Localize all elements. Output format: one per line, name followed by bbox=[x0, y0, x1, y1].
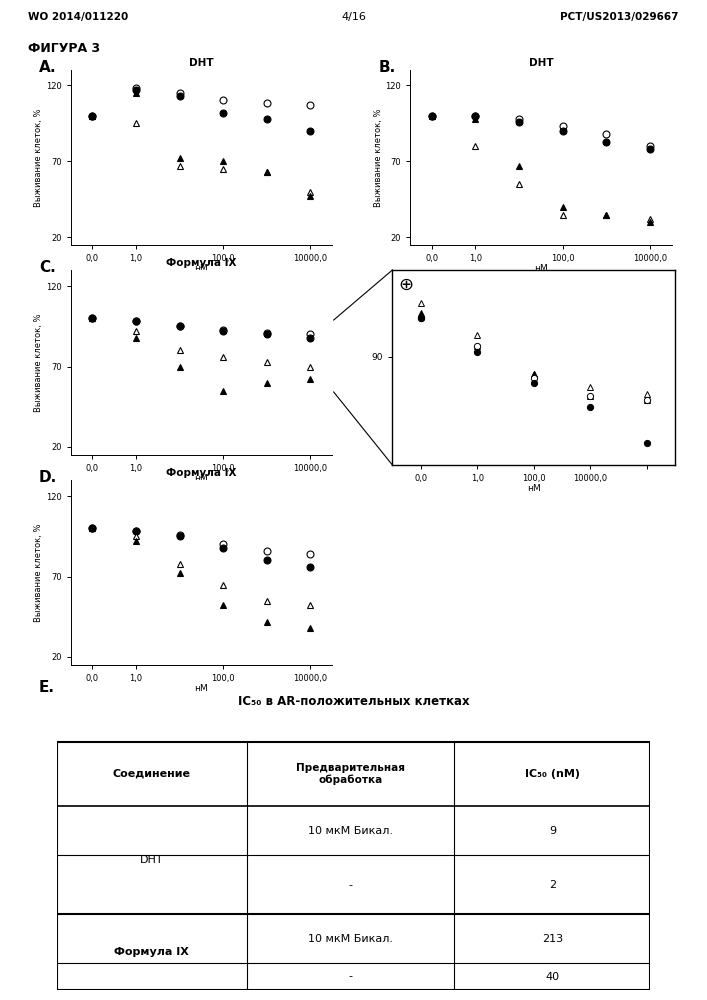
Text: E.: E. bbox=[39, 680, 55, 695]
Text: DHT: DHT bbox=[140, 855, 163, 865]
Text: PCT/US2013/029667: PCT/US2013/029667 bbox=[560, 12, 679, 22]
Text: IC₅₀ (nM): IC₅₀ (nM) bbox=[525, 769, 580, 779]
Text: IC₅₀ в AR-положительных клетках: IC₅₀ в AR-положительных клетках bbox=[238, 695, 469, 708]
Text: ФИГУРА 3: ФИГУРА 3 bbox=[28, 42, 100, 55]
Title: DHT: DHT bbox=[529, 58, 553, 68]
X-axis label: нМ: нМ bbox=[527, 484, 541, 493]
Text: A.: A. bbox=[39, 60, 57, 75]
Text: Формула IX: Формула IX bbox=[114, 947, 189, 957]
Text: 40: 40 bbox=[545, 972, 559, 982]
X-axis label: нМ: нМ bbox=[194, 264, 209, 273]
Text: WO 2014/011220: WO 2014/011220 bbox=[28, 12, 129, 22]
X-axis label: нМ: нМ bbox=[534, 264, 548, 273]
Y-axis label: Выживание клеток, %: Выживание клеток, % bbox=[34, 108, 43, 207]
Title: Формула IX: Формула IX bbox=[166, 468, 237, 478]
Text: 10 мкМ Бикал.: 10 мкМ Бикал. bbox=[308, 826, 393, 836]
Text: Соединение: Соединение bbox=[112, 769, 191, 779]
Text: 10 мкМ Бикал.: 10 мкМ Бикал. bbox=[308, 934, 393, 944]
Y-axis label: Выживание клеток, %: Выживание клеток, % bbox=[373, 108, 382, 207]
X-axis label: нМ: нМ bbox=[194, 474, 209, 483]
Text: Предварительная
обработка: Предварительная обработка bbox=[296, 763, 405, 785]
Title: DHT: DHT bbox=[189, 58, 214, 68]
Text: ⊕: ⊕ bbox=[398, 276, 413, 294]
Y-axis label: Выживание клеток, %: Выживание клеток, % bbox=[34, 313, 43, 412]
Text: 4/16: 4/16 bbox=[341, 12, 366, 22]
Text: B.: B. bbox=[378, 60, 395, 75]
X-axis label: нМ: нМ bbox=[194, 684, 209, 693]
Title: Формула IX: Формула IX bbox=[166, 258, 237, 268]
Text: D.: D. bbox=[39, 470, 57, 485]
Text: C.: C. bbox=[39, 260, 56, 275]
Text: -: - bbox=[349, 880, 353, 890]
Y-axis label: Выживание клеток, %: Выживание клеток, % bbox=[34, 523, 43, 622]
Text: 2: 2 bbox=[549, 880, 556, 890]
Text: -: - bbox=[349, 972, 353, 982]
Text: 9: 9 bbox=[549, 826, 556, 836]
Text: 213: 213 bbox=[542, 934, 563, 944]
